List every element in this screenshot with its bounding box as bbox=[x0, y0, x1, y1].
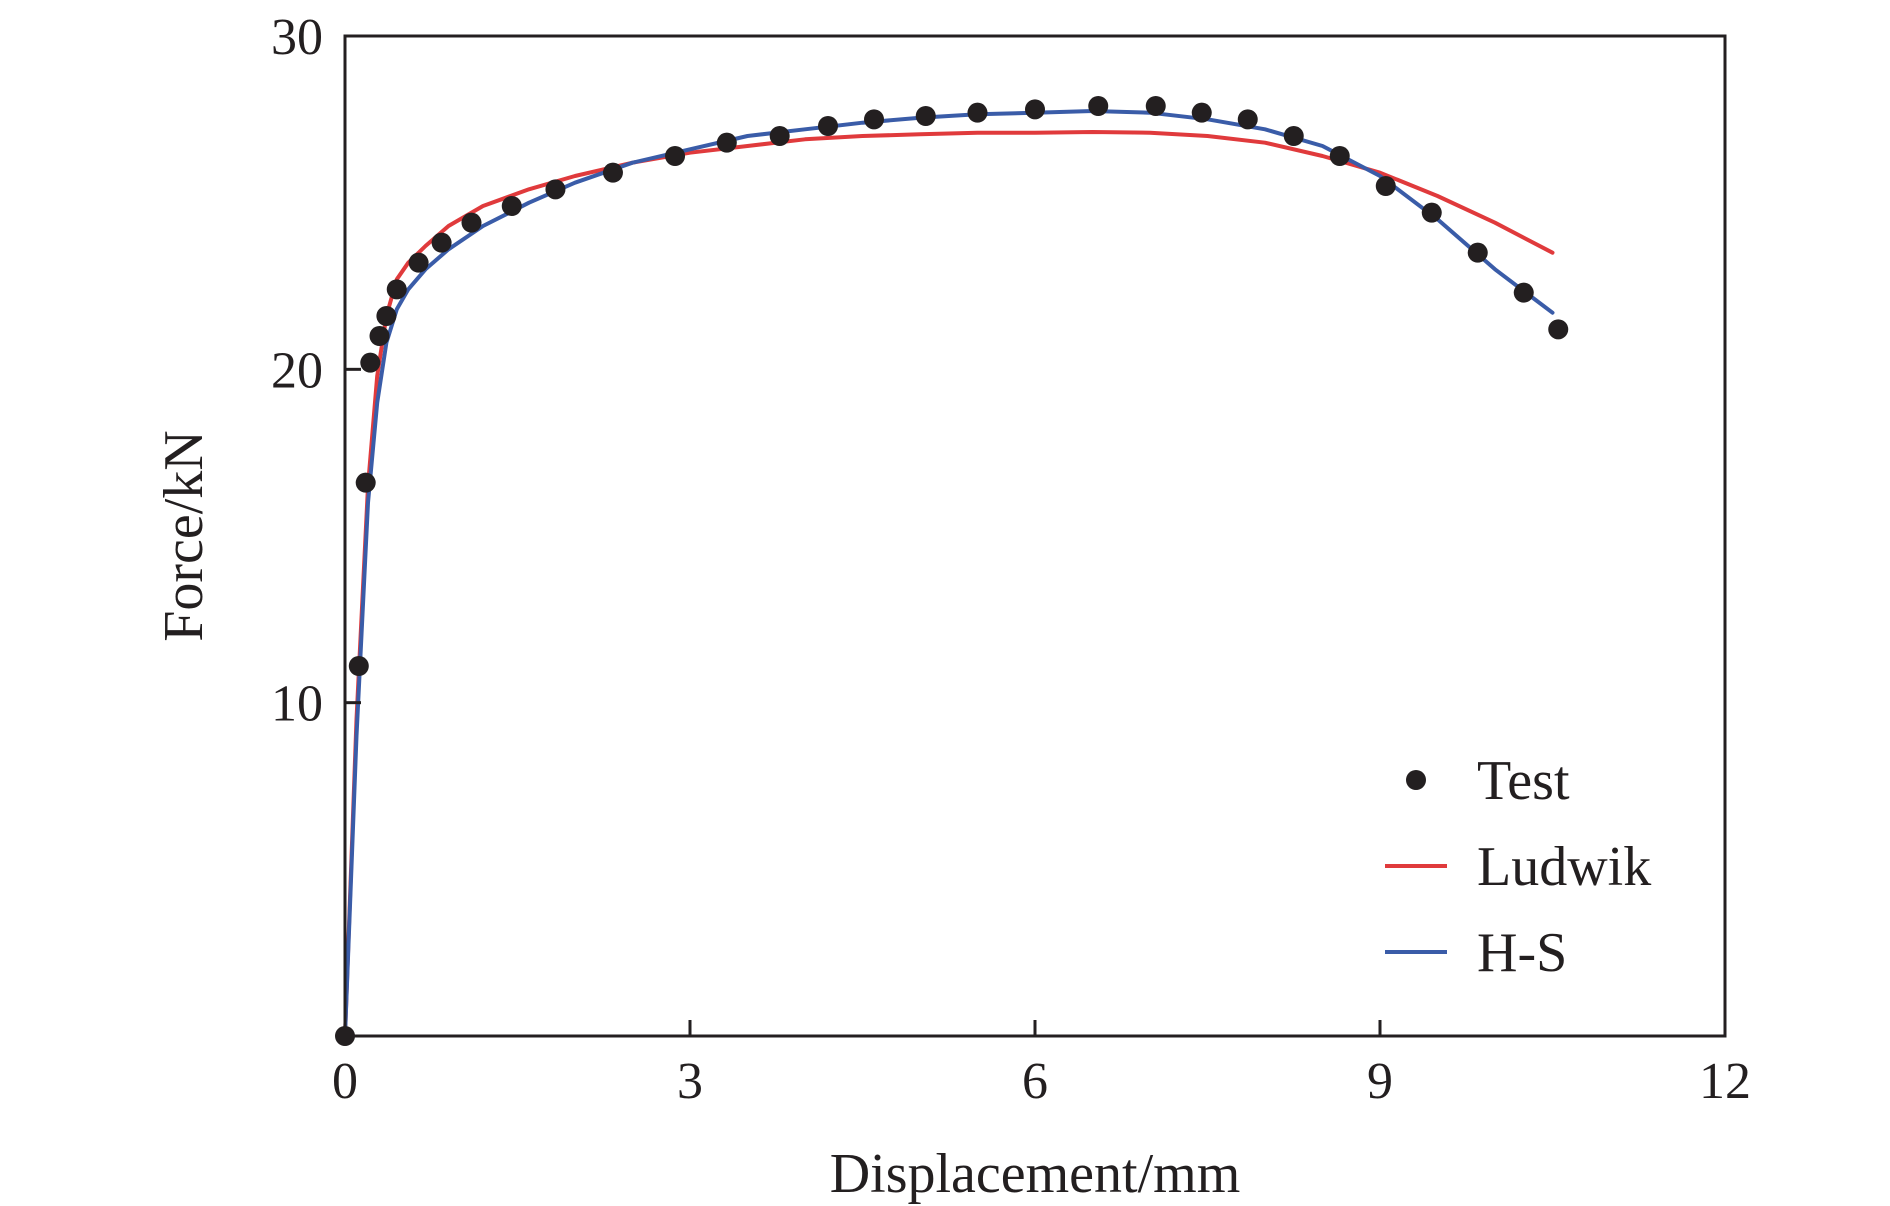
data-point-test-3 bbox=[360, 352, 381, 373]
series-points bbox=[335, 96, 1569, 1046]
y-tick-label-1: 20 bbox=[271, 342, 323, 399]
data-point-test-17 bbox=[864, 109, 884, 130]
x-tick-label-2: 6 bbox=[1022, 1053, 1048, 1110]
data-point-test-12 bbox=[602, 162, 623, 183]
y-tick-label-2: 30 bbox=[271, 9, 323, 66]
data-point-test-27 bbox=[1375, 176, 1396, 196]
data-point-test-8 bbox=[431, 232, 452, 253]
data-point-test-25 bbox=[1283, 126, 1304, 146]
y-axis-title: Force/kN bbox=[153, 430, 215, 642]
data-point-test-14 bbox=[716, 132, 737, 153]
legend-label-h-s: H-S bbox=[1477, 922, 1567, 984]
data-point-test-20 bbox=[1025, 99, 1045, 120]
y-tick-label-0: 10 bbox=[271, 676, 323, 733]
legend-label-test: Test bbox=[1477, 750, 1570, 812]
series-lines bbox=[343, 109, 1555, 1038]
series-line-ludwik bbox=[343, 130, 1555, 1038]
legend-label-ludwik: Ludwik bbox=[1477, 836, 1651, 898]
axis-tick-labels: 0 3 6 9 12 10 20 30 bbox=[271, 9, 1751, 1110]
data-point-test-2 bbox=[355, 472, 376, 493]
data-point-test-10 bbox=[501, 196, 522, 216]
data-point-test-1 bbox=[348, 656, 369, 676]
data-point-test-11 bbox=[545, 179, 566, 200]
x-tick-label-1: 3 bbox=[677, 1053, 703, 1110]
data-point-test-24 bbox=[1237, 109, 1258, 130]
data-point-test-23 bbox=[1191, 102, 1212, 123]
legend-swatch-test bbox=[1406, 770, 1426, 790]
data-point-test-9 bbox=[461, 212, 482, 233]
data-point-test-26 bbox=[1329, 146, 1350, 166]
data-point-test-30 bbox=[1513, 282, 1534, 303]
data-point-test-7 bbox=[408, 252, 429, 273]
x-axis-title: Displacement/mm bbox=[830, 1143, 1241, 1205]
data-point-test-28 bbox=[1421, 202, 1442, 223]
data-point-test-13 bbox=[665, 146, 686, 166]
x-tick-label-0: 0 bbox=[332, 1053, 358, 1110]
data-point-test-21 bbox=[1088, 96, 1109, 116]
series-line-h-s bbox=[343, 109, 1555, 1038]
axis-ticks bbox=[345, 367, 1382, 1036]
data-point-test-4 bbox=[369, 326, 390, 346]
data-point-test-15 bbox=[769, 126, 790, 146]
data-point-test-22 bbox=[1145, 96, 1166, 116]
data-point-test-5 bbox=[376, 306, 397, 326]
data-point-test-6 bbox=[386, 279, 407, 300]
x-tick-label-4: 12 bbox=[1699, 1053, 1751, 1110]
data-point-test-19 bbox=[967, 102, 988, 123]
data-point-test-31 bbox=[1548, 319, 1569, 340]
data-point-test-16 bbox=[818, 116, 838, 136]
data-point-test-18 bbox=[915, 106, 936, 126]
legend: Test Ludwik H-S bbox=[1385, 750, 1651, 984]
data-point-test-29 bbox=[1467, 242, 1488, 263]
x-tick-label-3: 9 bbox=[1367, 1053, 1393, 1110]
